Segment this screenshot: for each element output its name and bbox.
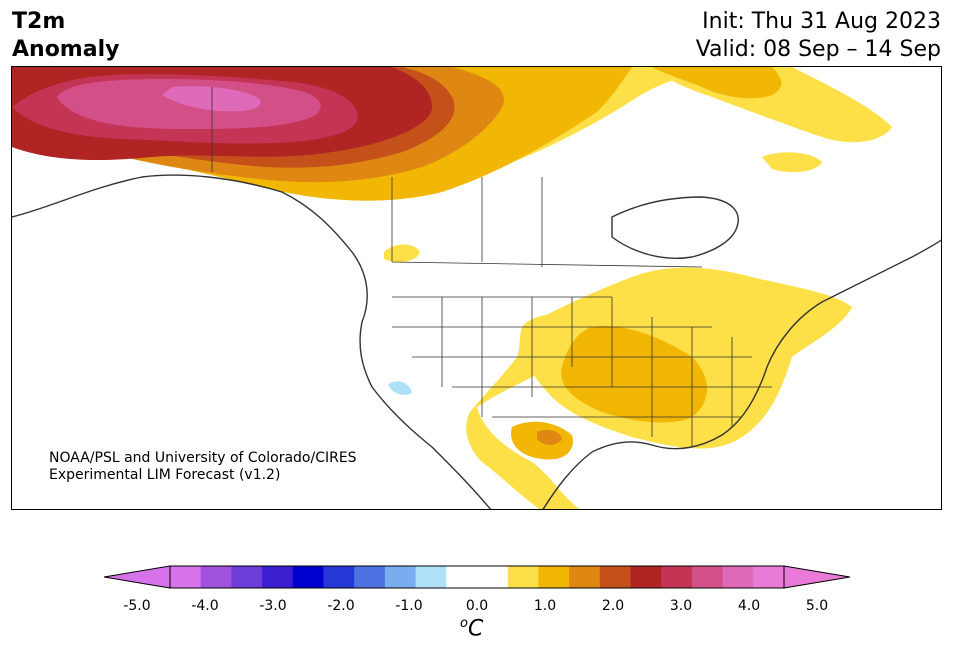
units-celsius: C [467, 616, 484, 642]
colorbar-tick-label: -3.0 [259, 598, 287, 614]
anomaly-map [11, 66, 942, 510]
anomaly-gold-east [561, 326, 707, 423]
colorbar-segment [354, 566, 386, 588]
colorbar-segment [538, 566, 570, 588]
colorbar-segment [507, 566, 539, 588]
init-date: Init: Thu 31 Aug 2023 [702, 9, 941, 34]
anomaly-lightpink-north [162, 86, 261, 112]
state-borders [211, 87, 772, 447]
colorbar-segment [599, 566, 631, 588]
colorbar-segment [323, 566, 355, 588]
anomaly-yellow-labrador [762, 152, 822, 173]
colorbar-segment [231, 566, 263, 588]
colorbar-segment [200, 566, 232, 588]
colorbar-tick-label: 5.0 [805, 598, 829, 614]
colorbar-tick-label: 4.0 [737, 598, 761, 614]
colorbar [103, 564, 851, 594]
colorbar-segment [415, 566, 447, 588]
colorbar-svg [103, 565, 851, 589]
colorbar-tick-label: 2.0 [601, 598, 625, 614]
colorbar-segment [569, 566, 601, 588]
anomaly-yellow-southwest [466, 314, 580, 509]
anomaly-yellow-bc [384, 244, 420, 263]
colorbar-tick-label: -5.0 [123, 598, 151, 614]
colorbar-tick-label: 1.0 [533, 598, 557, 614]
colorbar-segment [446, 566, 478, 588]
map-title-line2: Anomaly [12, 37, 120, 62]
colorbar-segment [661, 566, 693, 588]
coastline [12, 174, 941, 509]
colorbar-segment [262, 566, 294, 588]
map-canvas [12, 67, 941, 509]
colorbar-segment [477, 566, 509, 588]
units-degree: o [460, 616, 468, 631]
units-label: oC [460, 616, 483, 641]
credit-line2: Experimental LIM Forecast (v1.2) [49, 467, 281, 483]
colorbar-tick-label: -1.0 [395, 598, 423, 614]
forecast-credit: NOAA/PSL and University of Colorado/CIRE… [49, 450, 357, 484]
colorbar-segment [722, 566, 754, 588]
forecast-dates: Init: Thu 31 Aug 2023 Valid: 08 Sep – 14… [696, 8, 941, 64]
anomaly-orange-texas [537, 429, 562, 445]
anomaly-lightblue-socal [388, 381, 412, 395]
colorbar-segment [691, 566, 724, 588]
colorbar-ticks: -5.0 -4.0 -3.0 -2.0 -1.0 0.0 1.0 2.0 3.0 4.0 5.0 [0, 598, 953, 618]
anomaly-gold-northeast [652, 67, 782, 99]
valid-period: Valid: 08 Sep – 14 Sep [695, 37, 941, 62]
colorbar-extend-low [103, 565, 171, 589]
colorbar-tick-label: 3.0 [669, 598, 693, 614]
colorbar-segment [630, 566, 662, 588]
colorbar-tick-label: -2.0 [327, 598, 355, 614]
map-title: T2m Anomaly [12, 8, 119, 64]
colorbar-outline [169, 565, 785, 589]
credit-line1: NOAA/PSL and University of Colorado/CIRE… [49, 450, 357, 466]
colorbar-segment [753, 566, 785, 588]
colorbar-tick-label: -4.0 [191, 598, 219, 614]
map-title-line1: T2m [12, 9, 66, 34]
colorbar-extend-high [783, 565, 851, 589]
colorbar-segment [170, 566, 202, 588]
colorbar-segment [292, 566, 324, 588]
colorbar-tick-label: 0.0 [465, 598, 489, 614]
colorbar-segment [384, 566, 417, 588]
